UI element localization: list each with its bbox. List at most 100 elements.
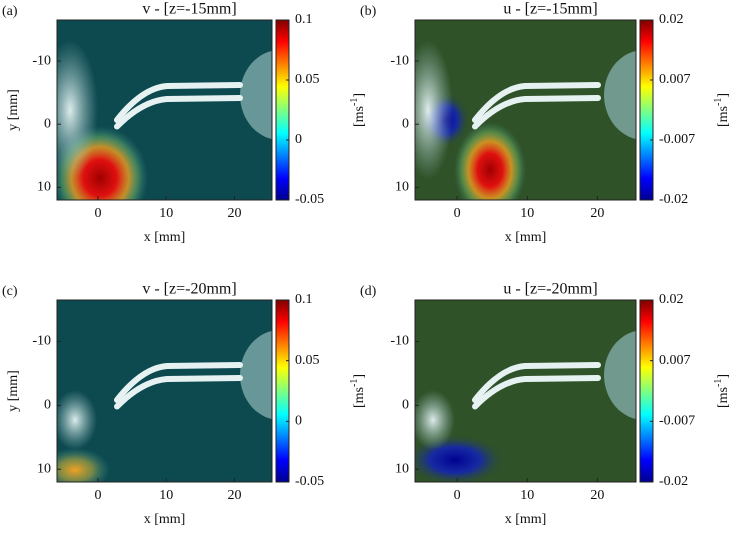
panel-label: (b) [360,4,377,19]
colorbar [275,19,290,201]
x-tick-label: 0 [94,488,101,503]
x-tick-label: 0 [94,206,101,221]
colorbar-tick-label: -0.02 [659,474,688,489]
x-tick-label: 10 [520,206,534,221]
electrode [114,82,243,123]
field-region [454,122,526,200]
colorbar-label: [ms-1] [349,374,367,408]
colorbar-label-part: -1 [349,379,360,387]
axes-frame [414,19,637,201]
colorbar-tick-label: -0.05 [295,192,324,207]
x-axis-label: x [mm] [144,512,186,527]
y-tick-label: 0 [44,398,51,413]
y-tick-label: 10 [395,180,409,195]
y-axis-label: y [mm] [6,370,21,412]
colorbar-tick-label: 0.05 [295,72,320,87]
colorbar [275,299,290,483]
y-tick-label: 10 [37,180,51,195]
y-tick-label: 0 [402,116,409,131]
colorbar-label-part: [ms [716,387,731,408]
y-tick-label: -10 [390,53,409,68]
x-tick-label: 20 [590,206,604,221]
colorbar-tick-label: -0.007 [659,132,695,147]
x-tick-label: 0 [454,488,461,503]
field-region [57,40,98,180]
colorbar-label-part: [ms [716,106,731,127]
colorbar-label-part: -1 [713,98,724,106]
colorbar-label-part: ] [352,93,367,98]
x-tick-label: 20 [227,206,241,221]
axes-frame [56,19,273,201]
x-axis-label: x [mm] [144,230,186,245]
x-tick-label: 10 [159,488,173,503]
colorbar-label-part: ] [716,374,731,379]
panel-label: (c) [2,284,18,299]
heatmap-image [57,300,272,482]
field-region [57,448,110,482]
y-tick-label: -10 [390,334,409,349]
sphere [604,330,636,420]
colorbar-tick-label: 0.02 [659,292,684,307]
colorbar-tick-label: 0.007 [659,72,691,87]
electrode [472,362,601,403]
y-tick-label: 0 [402,398,409,413]
y-tick-label: -10 [32,53,51,68]
y-tick-label: -10 [32,334,51,349]
field-region [57,390,97,450]
colorbar-label-part: -1 [713,379,724,387]
colorbar-tick-label: -0.05 [295,474,324,489]
y-tick-label: 0 [44,116,51,131]
colorbar-tick-label: -0.007 [659,414,695,429]
electrode [114,95,243,130]
colorbar-label: [ms-1] [713,93,731,127]
heatmap-image [415,20,636,200]
field-region [415,40,453,180]
x-tick-label: 20 [590,488,604,503]
panel: 0 10 20 -10 0 10 (b) u - [z=-15mm] x [mm] -0.02 -0… [360,1,731,246]
colorbar-tick-label: 0 [295,414,302,429]
axes-frame [56,299,273,483]
electrode [114,362,243,403]
colorbar-tick-label: 0.1 [295,12,313,27]
chart-title: u - [z=-20mm] [503,281,597,298]
axes-frame [414,299,637,483]
colorbar-label-part: ] [716,93,731,98]
colorbar-label: [ms-1] [349,93,367,127]
colorbar-label-part: [ms [352,106,367,127]
electrode [472,82,601,123]
colorbar-tick-label: 0.05 [295,353,320,368]
colorbar-label-part: -1 [349,98,360,106]
colorbar-label-part: ] [352,374,367,379]
x-tick-label: 10 [159,206,173,221]
heatmap-image [415,300,636,482]
x-tick-label: 20 [227,488,241,503]
electrode [114,375,243,410]
chart-title: v - [z=-20mm] [142,281,236,298]
heatmap-image [57,20,272,200]
x-axis-label: x [mm] [505,512,547,527]
colorbar-label: [ms-1] [713,374,731,408]
y-tick-label: 10 [395,461,409,476]
colorbar-tick-label: 0 [295,132,302,147]
panel-label: (d) [360,284,377,299]
chart-title: v - [z=-15mm] [142,1,236,18]
x-axis-label: x [mm] [505,230,547,245]
electrode [472,375,601,410]
sphere [240,330,272,420]
colorbar-tick-label: 0.007 [659,353,691,368]
colorbar-tick-label: 0.02 [659,12,684,27]
colorbar [639,299,654,483]
sphere [604,50,636,140]
colorbar-label-part: [ms [352,387,367,408]
colorbar-tick-label: 0.1 [295,292,313,307]
panel: 0 10 20 -10 0 10 (d) u - [z=-20mm] x [mm] -0.02 -0… [360,281,731,528]
x-tick-label: 10 [520,488,534,503]
electrode [472,95,601,130]
chart-title: u - [z=-15mm] [503,1,597,18]
sphere [240,50,272,140]
y-axis-label: y [mm] [6,89,21,131]
colorbar-tick-label: -0.02 [659,192,688,207]
